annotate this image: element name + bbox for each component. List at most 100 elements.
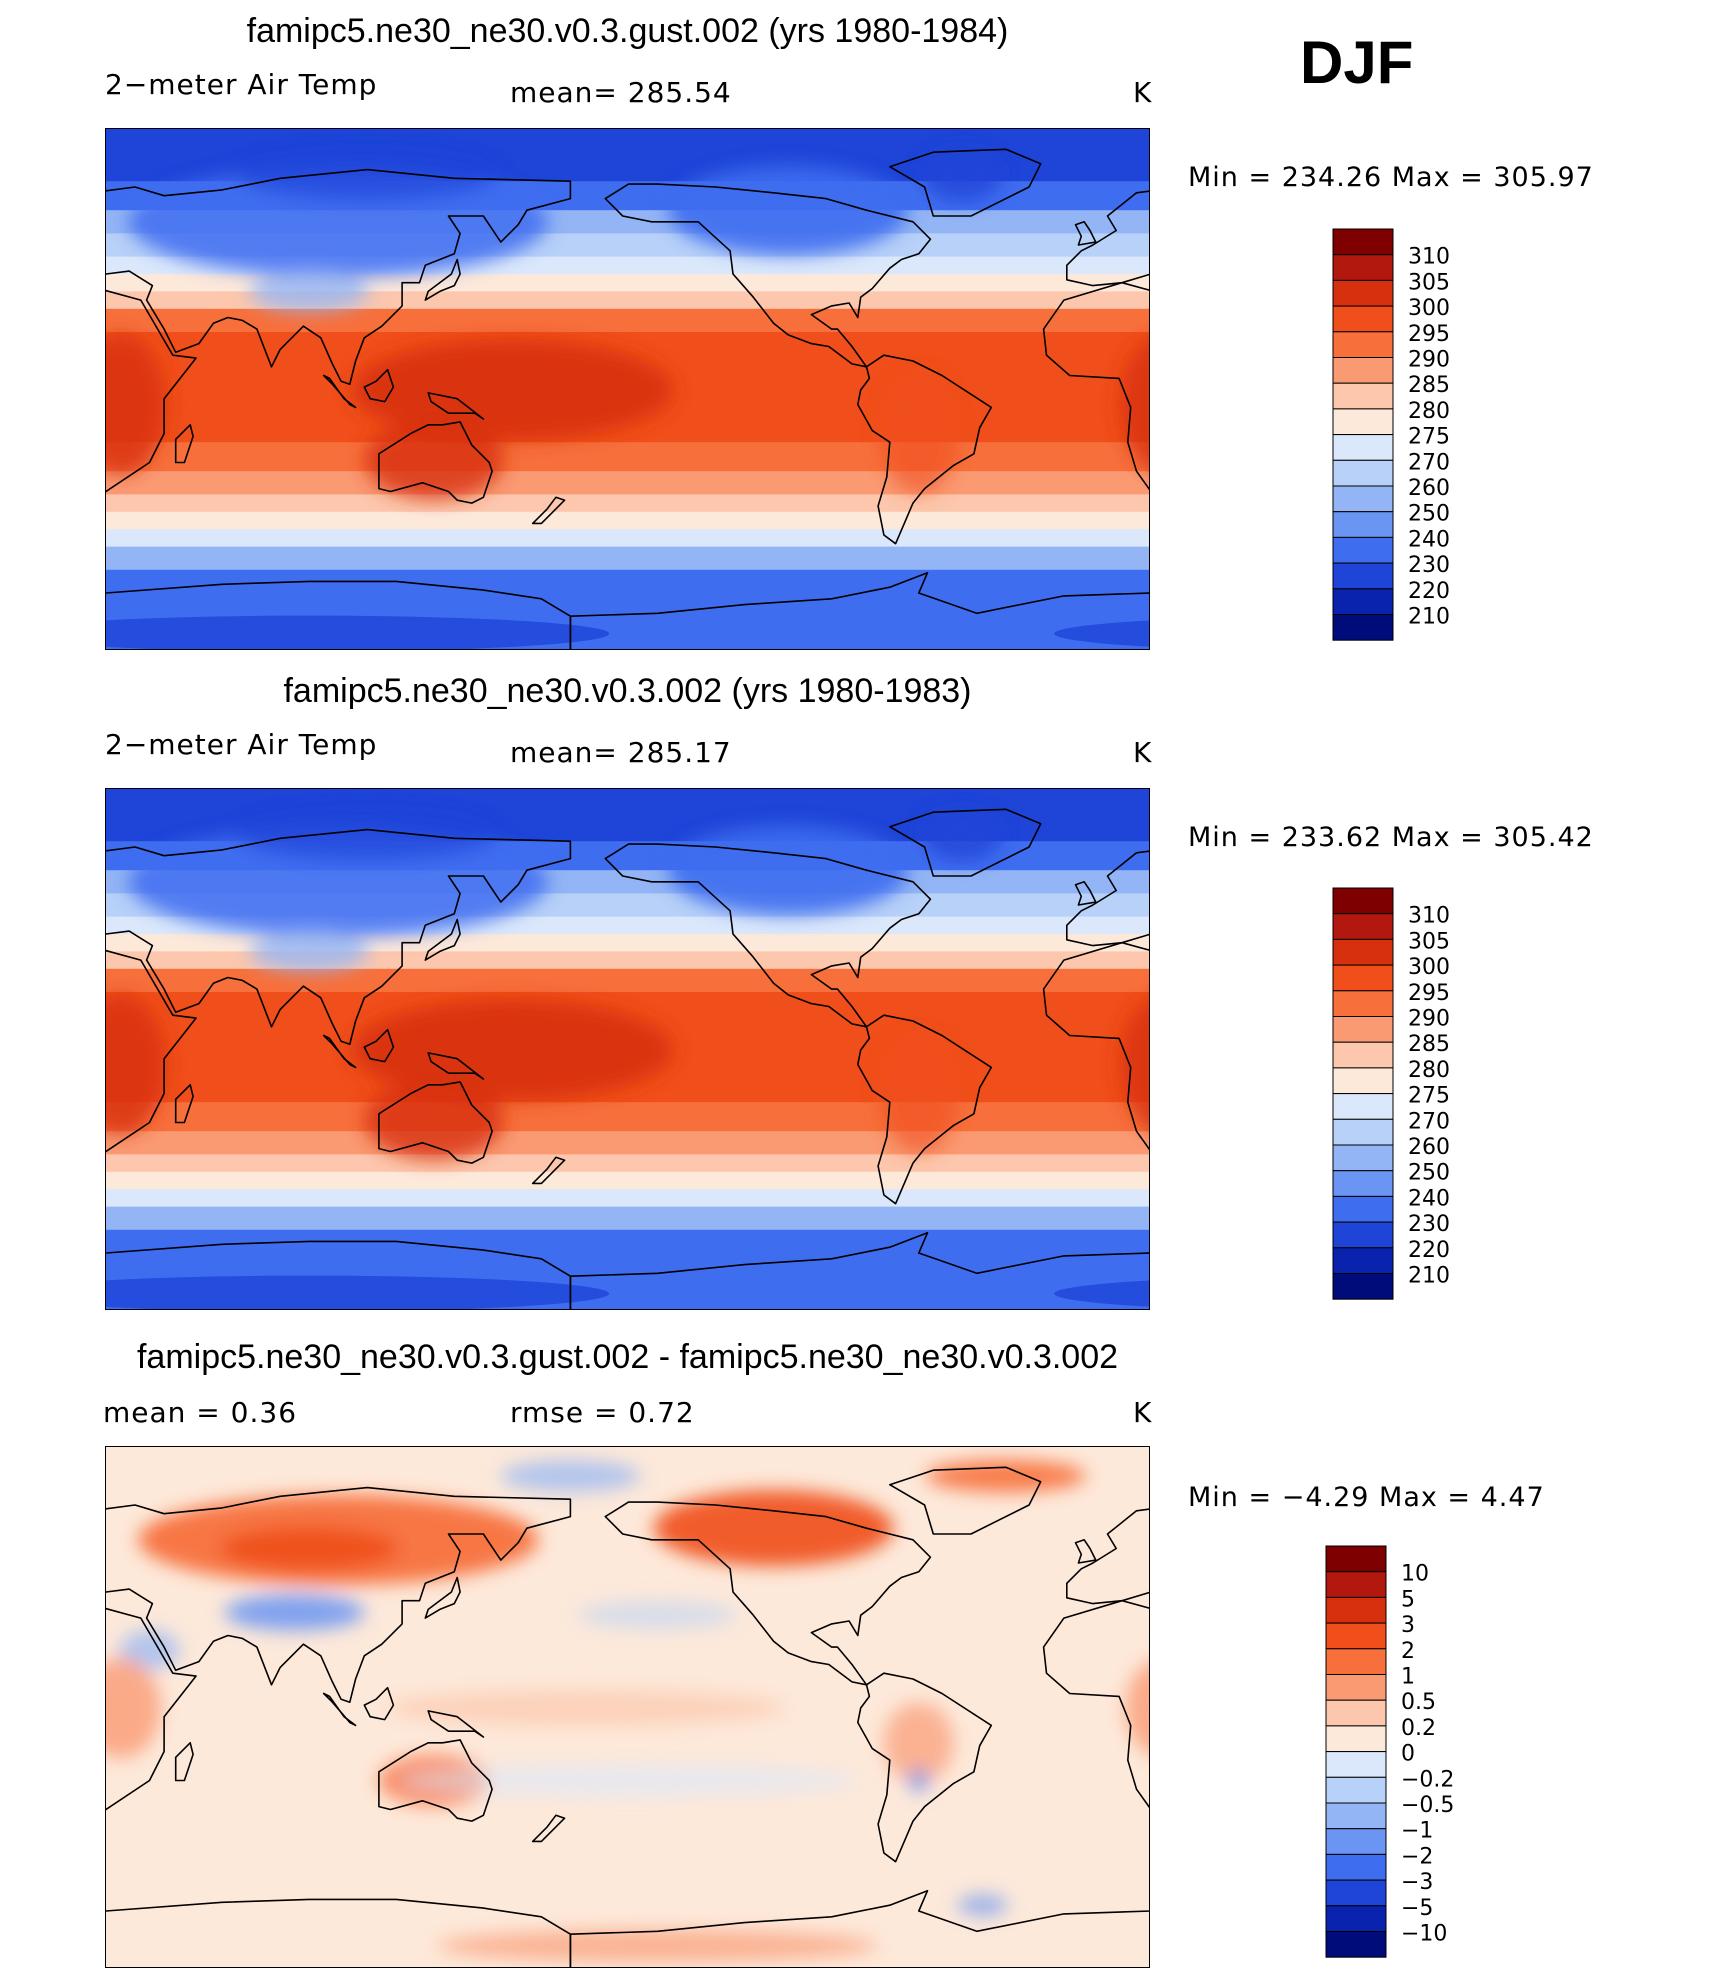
colorbar-swatch-7 bbox=[1332, 408, 1394, 436]
colorbar-swatch-14 bbox=[1332, 1247, 1394, 1274]
colorbar-swatch-0 bbox=[1332, 228, 1394, 256]
colorbar-swatch-14 bbox=[1332, 588, 1394, 615]
colorbar-label-11: 240 bbox=[1408, 1186, 1450, 1211]
colorbar-swatch-0 bbox=[1332, 887, 1394, 915]
colorbar-swatch-6 bbox=[1325, 1699, 1387, 1727]
antarctic-interior bbox=[106, 615, 610, 649]
coastline-samerica bbox=[857, 354, 993, 545]
panel-1-title: famipc5.ne30_ne30.v0.3.gust.002 (yrs 198… bbox=[246, 12, 1009, 50]
colorbar-label-9: −0.5 bbox=[1401, 1793, 1454, 1818]
warm-pool bbox=[352, 1000, 673, 1100]
colorbar-swatch-7 bbox=[1325, 1725, 1387, 1753]
coastline-newguinea bbox=[427, 392, 485, 420]
colorbar-label-11: 240 bbox=[1408, 527, 1450, 552]
coastline-antarctica bbox=[569, 1889, 1149, 1967]
panel-2-units: K bbox=[1133, 736, 1153, 769]
panel-2-title: famipc5.ne30_ne30.v0.3.002 (yrs 1980-198… bbox=[283, 672, 972, 710]
colorbar-swatch-12 bbox=[1332, 536, 1394, 564]
coastline-britain bbox=[1074, 1539, 1097, 1564]
arctic-warm bbox=[925, 1460, 1086, 1492]
coastline-namerica bbox=[604, 1501, 932, 1686]
colorbar-swatch-10 bbox=[1325, 1802, 1387, 1830]
colorbar-swatch-1 bbox=[1332, 254, 1394, 281]
coastline-japan bbox=[424, 1576, 461, 1619]
colorbar-label-9: 260 bbox=[1408, 1135, 1450, 1160]
coastline-africa bbox=[1042, 941, 1149, 1151]
colorbar-swatch-0 bbox=[1325, 1545, 1387, 1573]
colorbar-swatch-4 bbox=[1332, 331, 1394, 359]
coastline-nz bbox=[531, 1814, 566, 1843]
colorbar-label-12: 230 bbox=[1408, 553, 1450, 578]
colorbar-label-4: 290 bbox=[1408, 1007, 1450, 1032]
panel-3-mean-label: mean = 0.36 bbox=[103, 1396, 298, 1429]
coastline-namerica bbox=[604, 183, 932, 368]
coastline-sumatra bbox=[322, 374, 357, 409]
greenland-cold bbox=[922, 809, 1003, 862]
season-label: DJF bbox=[1300, 29, 1414, 96]
colorbar-label-2: 300 bbox=[1408, 955, 1450, 980]
coastline-madagascar bbox=[174, 1084, 194, 1124]
temp-band-13 bbox=[106, 529, 1149, 548]
australia-warm bbox=[364, 419, 505, 500]
colorbar-label-7: 0 bbox=[1401, 1742, 1415, 1767]
temp-band-7 bbox=[106, 308, 1149, 333]
colorbar-label-10: 250 bbox=[1408, 1161, 1450, 1186]
colorbar-swatch-8 bbox=[1332, 434, 1394, 461]
colorbar-swatch-14 bbox=[1325, 1905, 1387, 1932]
coastline-antarctica bbox=[569, 1231, 1149, 1309]
temp-band-10 bbox=[106, 471, 1149, 495]
coastline-eurasia bbox=[106, 168, 572, 385]
colorbar-label-8: 270 bbox=[1408, 1109, 1450, 1134]
colorbar-label-14: −10 bbox=[1401, 1922, 1447, 1947]
panel-1-map bbox=[105, 128, 1150, 650]
coastline-britain bbox=[1074, 881, 1097, 906]
colorbar-swatch-3 bbox=[1332, 305, 1394, 333]
panel-2-mean-label: mean= 285.17 bbox=[510, 736, 732, 769]
coastline-greenland bbox=[889, 148, 1042, 217]
coastline-madagascar bbox=[174, 1742, 194, 1782]
colorbar-swatch-12 bbox=[1325, 1853, 1387, 1881]
coastline-newguinea bbox=[427, 1052, 485, 1080]
colorbar-swatch-11 bbox=[1332, 511, 1394, 538]
coastline-antarctica bbox=[106, 580, 572, 649]
coastline-britain bbox=[1074, 221, 1097, 246]
coastline-namerica bbox=[604, 843, 932, 1028]
coastline-africa bbox=[106, 949, 197, 1153]
colorbar-label-13: 220 bbox=[1408, 579, 1450, 604]
colorbar-label-3: 295 bbox=[1408, 322, 1450, 347]
colorbar-label-10: 250 bbox=[1408, 502, 1450, 527]
temp-band-14 bbox=[106, 546, 1149, 571]
panel-3-colorbar: 10 5 3 2 1 0.5 0.2 0 −0.2 −0.5 −1 −2 −3 −5 −10 bbox=[1325, 1545, 1516, 1961]
colorbar-swatch-10 bbox=[1332, 1144, 1394, 1172]
coastline-samerica bbox=[857, 1672, 993, 1863]
colorbar-label-8: −0.2 bbox=[1401, 1767, 1454, 1792]
africa-warm bbox=[106, 1658, 161, 1758]
colorbar-swatch-2 bbox=[1325, 1596, 1387, 1624]
panel-1-minmax: Min = 234.26 Max = 305.97 bbox=[1188, 162, 1594, 193]
temp-band-7 bbox=[106, 968, 1149, 993]
colorbar-label-12: 230 bbox=[1408, 1212, 1450, 1237]
colorbar-label-7: 275 bbox=[1408, 425, 1450, 450]
coastline-eurasia bbox=[106, 828, 572, 1045]
antarctic-interior bbox=[106, 1275, 610, 1309]
coastline-australia bbox=[378, 421, 493, 504]
colorbar-label-3: 2 bbox=[1401, 1639, 1415, 1664]
colorbar-swatch-6 bbox=[1332, 382, 1394, 410]
colorbar-label-0: 10 bbox=[1401, 1562, 1429, 1587]
panel-2-variable-label: 2−meter Air Temp bbox=[105, 728, 378, 761]
coastline-australia bbox=[378, 1739, 493, 1822]
africa-warm bbox=[106, 994, 166, 1135]
colorbar-swatch-11 bbox=[1325, 1828, 1387, 1855]
colorbar-label-13: −5 bbox=[1401, 1896, 1433, 1921]
africa-warm bbox=[1125, 1662, 1149, 1754]
panel-3-map bbox=[105, 1446, 1150, 1968]
canada-cold bbox=[668, 825, 909, 916]
colorbar-swatch-13 bbox=[1325, 1879, 1387, 1907]
colorbar-swatch-4 bbox=[1332, 990, 1394, 1018]
temp-band-14 bbox=[106, 1206, 1149, 1231]
colorbar-swatch-8 bbox=[1325, 1751, 1387, 1778]
coastline-nz bbox=[531, 496, 566, 525]
colorbar-label-5: 285 bbox=[1408, 373, 1450, 398]
temp-band-12 bbox=[106, 511, 1149, 530]
colorbar-label-6: 0.2 bbox=[1401, 1716, 1436, 1741]
